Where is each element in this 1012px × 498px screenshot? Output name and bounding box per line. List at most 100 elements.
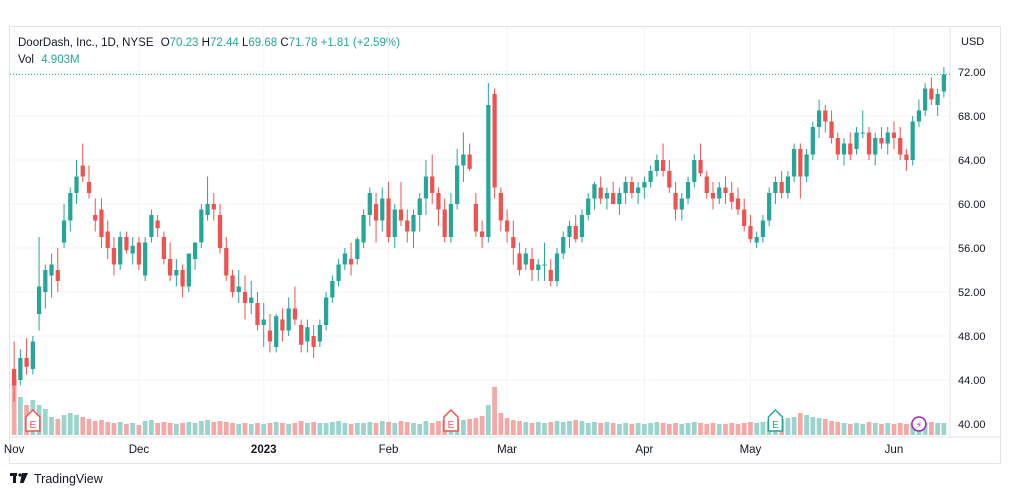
candle-body[interactable] — [879, 138, 884, 144]
candle-body[interactable] — [573, 226, 578, 240]
candle-body[interactable] — [729, 193, 734, 202]
candle-body[interactable] — [49, 264, 54, 276]
candle-body[interactable] — [242, 292, 248, 303]
candle-body[interactable] — [823, 110, 828, 122]
candle-body[interactable] — [586, 198, 591, 216]
candle-body[interactable] — [810, 127, 815, 155]
candle-body[interactable] — [829, 121, 834, 139]
candle-body[interactable] — [386, 198, 391, 238]
candle-body[interactable] — [267, 330, 273, 342]
candle-body[interactable] — [636, 187, 641, 194]
candle-body[interactable] — [280, 319, 285, 331]
candle-body[interactable] — [760, 220, 766, 238]
candle-body[interactable] — [461, 154, 466, 166]
candle-body[interactable] — [43, 270, 48, 292]
candle-body[interactable] — [604, 193, 610, 199]
candle-body[interactable] — [124, 237, 129, 251]
candle-body[interactable] — [504, 220, 510, 232]
candle-body[interactable] — [480, 231, 485, 238]
candle-body[interactable] — [548, 270, 553, 281]
candle-body[interactable] — [211, 204, 216, 210]
candle-body[interactable] — [854, 132, 859, 150]
candle-body[interactable] — [168, 259, 173, 276]
candle-body[interactable] — [498, 193, 503, 221]
candle-body[interactable] — [136, 242, 142, 265]
candle-body[interactable] — [486, 105, 491, 237]
candle-body[interactable] — [118, 237, 123, 265]
candle-body[interactable] — [180, 270, 185, 287]
candle-body[interactable] — [217, 215, 223, 248]
candle-body[interactable] — [192, 242, 198, 260]
candle-body[interactable] — [617, 193, 622, 204]
candle-body[interactable] — [492, 94, 497, 188]
dividend-marker-icon[interactable] — [911, 416, 927, 432]
candle-body[interactable] — [529, 259, 535, 270]
candle-body[interactable] — [517, 253, 522, 271]
candle-body[interactable] — [230, 275, 235, 293]
candle-body[interactable] — [311, 336, 316, 347]
candle-body[interactable] — [767, 193, 772, 221]
candle-body[interactable] — [130, 245, 135, 254]
candle-body[interactable] — [186, 253, 191, 287]
candle-body[interactable] — [611, 193, 616, 204]
candle-body[interactable] — [898, 138, 903, 155]
candle-body[interactable] — [74, 176, 79, 194]
candle-body[interactable] — [866, 132, 872, 155]
candle-body[interactable] — [567, 226, 572, 237]
candle-body[interactable] — [735, 198, 741, 210]
candle-body[interactable] — [873, 138, 878, 155]
candle-body[interactable] — [61, 220, 67, 243]
candle-body[interactable] — [561, 237, 566, 254]
candle-body[interactable] — [330, 281, 335, 298]
candle-body[interactable] — [667, 171, 672, 188]
candle-body[interactable] — [554, 253, 560, 282]
candle-body[interactable] — [623, 182, 628, 193]
chart-canvas[interactable]: 40.00 44.00 48.00 52.00 56.00 60.00 64.00 68.00… — [0, 0, 1012, 475]
candle-body[interactable] — [324, 297, 329, 326]
candle-body[interactable] — [704, 176, 709, 194]
candle-body[interactable] — [536, 264, 541, 271]
candle-body[interactable] — [779, 182, 784, 193]
candle-body[interactable] — [292, 308, 298, 320]
candle-body[interactable] — [673, 193, 678, 210]
earnings-marker-icon[interactable] — [767, 408, 784, 432]
candle-body[interactable] — [523, 253, 528, 265]
candle-body[interactable] — [361, 215, 366, 243]
candle-body[interactable] — [236, 286, 241, 293]
candle-body[interactable] — [929, 88, 934, 100]
candle-body[interactable] — [155, 220, 160, 229]
candle-body[interactable] — [417, 198, 422, 216]
candle-body[interactable] — [904, 154, 909, 161]
candle-body[interactable] — [804, 154, 809, 177]
candle-body[interactable] — [398, 209, 404, 221]
candle-body[interactable] — [30, 341, 35, 370]
candle-body[interactable] — [754, 237, 759, 243]
candle-body[interactable] — [380, 198, 385, 221]
candle-body[interactable] — [355, 239, 360, 259]
candle-body[interactable] — [860, 132, 865, 134]
candle-body[interactable] — [249, 297, 254, 304]
candle-body[interactable] — [891, 132, 897, 139]
candle-body[interactable] — [55, 270, 60, 281]
candle-body[interactable] — [373, 204, 379, 221]
candle-body[interactable] — [174, 270, 179, 276]
symbol-title[interactable]: DoorDash, Inc., 1D, NYSE — [18, 37, 154, 49]
candle-body[interactable] — [723, 187, 728, 194]
candle-body[interactable] — [261, 319, 266, 326]
candle-body[interactable] — [299, 325, 304, 345]
candle-body[interactable] — [199, 209, 204, 243]
candle-body[interactable] — [111, 248, 117, 265]
candle-body[interactable] — [660, 160, 666, 171]
candle-body[interactable] — [86, 182, 92, 193]
candle-body[interactable] — [473, 204, 478, 232]
candle-body[interactable] — [205, 204, 210, 215]
candle-body[interactable] — [442, 209, 447, 238]
candle-body[interactable] — [923, 88, 928, 111]
earnings-marker-icon[interactable] — [25, 408, 41, 432]
candle-body[interactable] — [423, 176, 429, 199]
candle-body[interactable] — [336, 264, 341, 282]
earnings-marker-icon[interactable] — [443, 408, 459, 432]
candle-body[interactable] — [848, 143, 853, 155]
candle-body[interactable] — [679, 198, 684, 210]
chart-svg[interactable]: 40.00 44.00 48.00 52.00 56.00 60.00 64.00 68.00… — [0, 0, 1012, 470]
